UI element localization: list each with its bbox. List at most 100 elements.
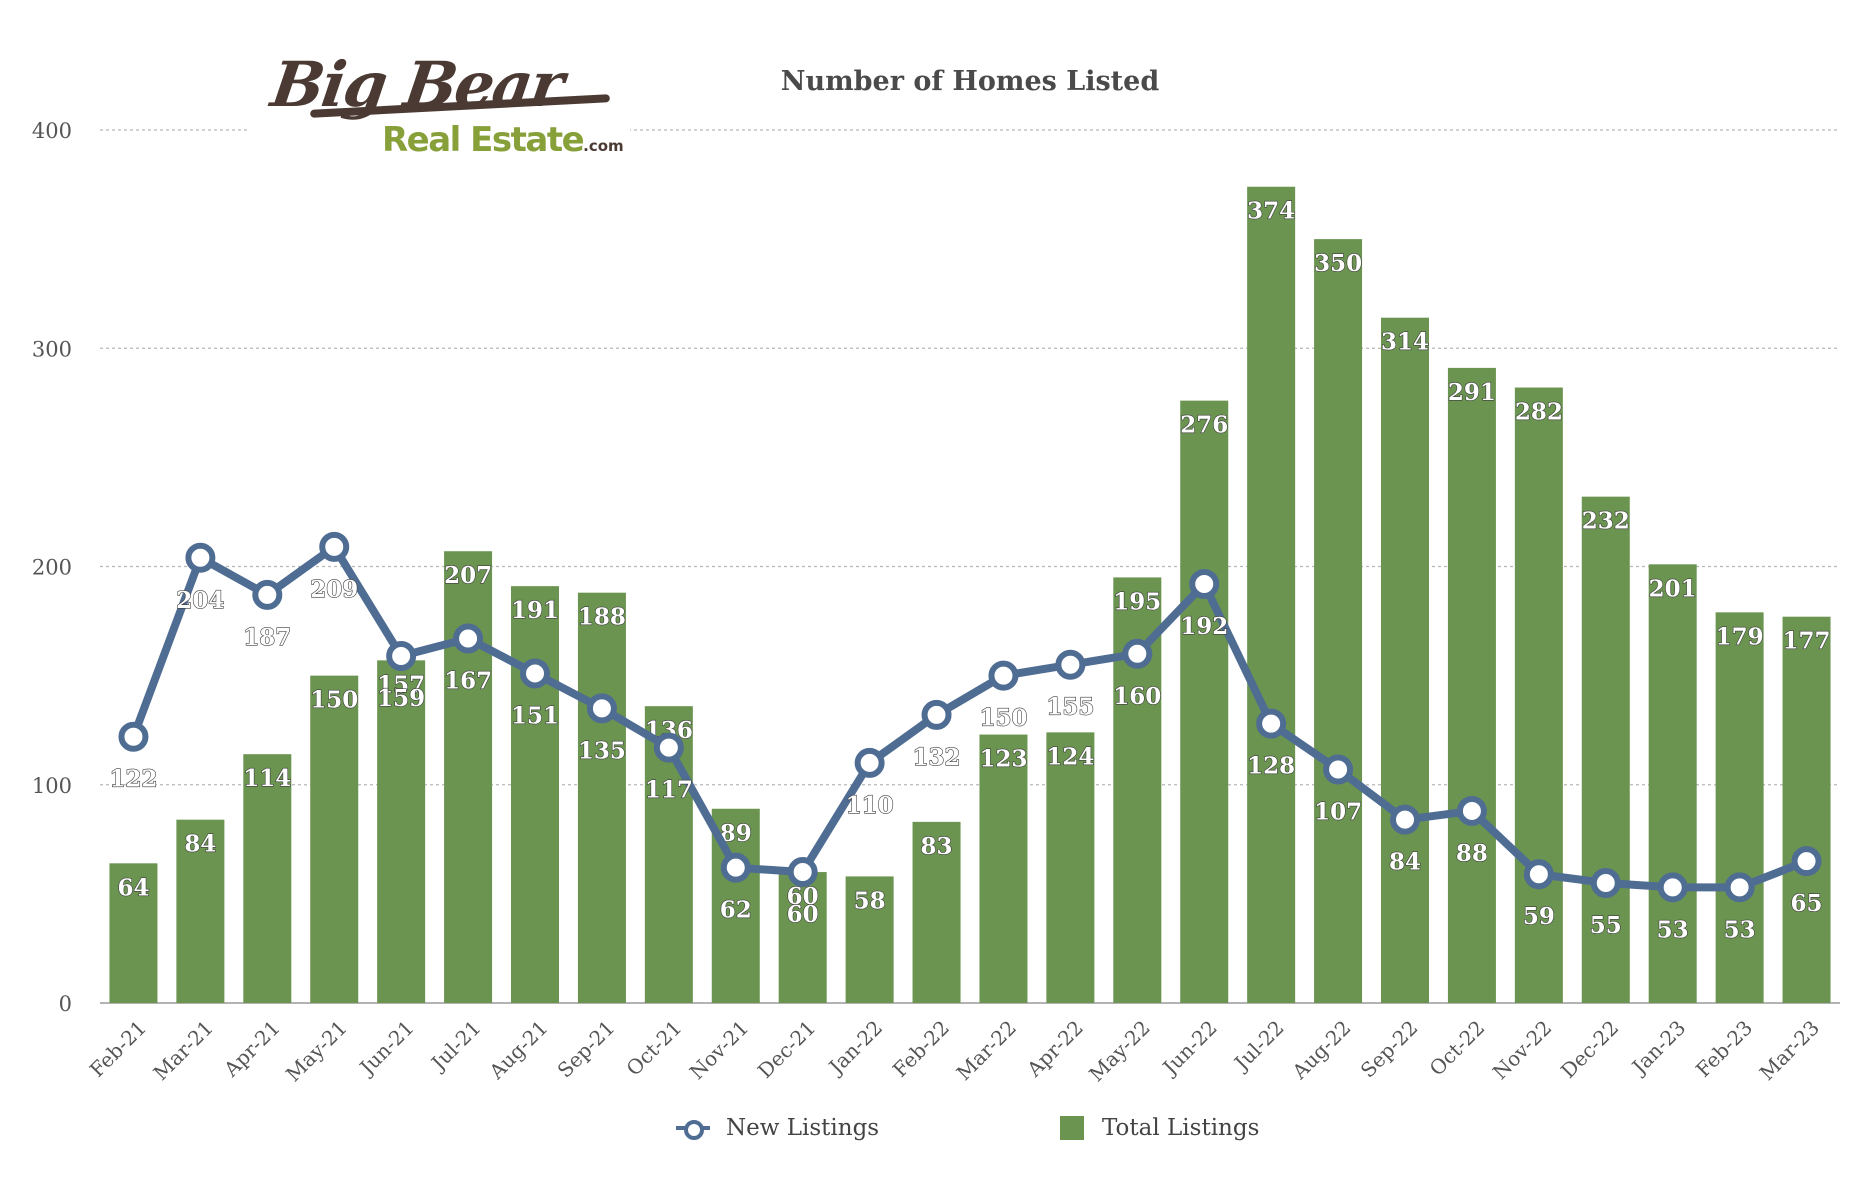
x-tick-label: May-22 <box>1084 1016 1155 1087</box>
bar-value-label: 188 <box>578 604 626 631</box>
bar-value-label: 60 <box>787 883 819 910</box>
legend-bar-swatch-icon <box>1060 1116 1084 1140</box>
x-tick-label: Apr-22 <box>1021 1016 1087 1082</box>
y-tick-label: 300 <box>32 337 72 361</box>
line-value-label: 159 <box>377 685 425 712</box>
line-point <box>787 857 818 888</box>
x-tick-label: Nov-22 <box>1488 1016 1557 1085</box>
logo-sub-text: Real Estate.com <box>382 120 624 160</box>
line-value-label: 132 <box>913 744 961 771</box>
line-value-label: 55 <box>1590 912 1622 939</box>
y-tick-label: 100 <box>32 774 72 798</box>
line-value-label: 60 <box>787 901 819 928</box>
line-point <box>1189 568 1220 599</box>
x-tick-label: Jul-21 <box>425 1016 485 1076</box>
line-value-label: 110 <box>846 792 894 819</box>
line-point <box>520 658 550 689</box>
x-tick-label: Oct-21 <box>621 1016 686 1081</box>
y-tick-label: 200 <box>32 556 72 580</box>
line-value-label: 65 <box>1791 890 1823 917</box>
line-point <box>988 660 1019 691</box>
bar-value-label: 179 <box>1716 623 1764 650</box>
line-value-label: 167 <box>444 668 492 695</box>
x-tick-label: Sep-21 <box>553 1016 620 1083</box>
chart-legend: New Listings Total Listings <box>0 1108 1870 1148</box>
line-point <box>1590 867 1621 898</box>
line-point <box>1323 754 1354 785</box>
x-tick-label: Nov-21 <box>685 1016 754 1085</box>
x-tick-label: Jan-22 <box>823 1016 887 1080</box>
bar <box>176 819 225 1003</box>
bar-value-label: 195 <box>1113 588 1161 615</box>
line-value-label: 53 <box>1724 916 1756 943</box>
bar <box>912 821 961 1003</box>
line-point <box>1122 638 1153 669</box>
x-tick-label: Feb-22 <box>888 1016 954 1082</box>
line-point <box>453 623 484 654</box>
line-value-label: 107 <box>1314 798 1362 825</box>
x-tick-label: Apr-21 <box>218 1016 284 1082</box>
bar <box>1715 612 1764 1003</box>
x-tick-label: May-21 <box>281 1016 352 1087</box>
bar <box>377 660 426 1003</box>
line-point <box>653 732 684 763</box>
x-tick-label: Jun-22 <box>1157 1016 1222 1081</box>
legend-label-new-listings: New Listings <box>726 1115 880 1141</box>
line-value-label: 53 <box>1657 916 1689 943</box>
line-value-label: 151 <box>511 702 559 729</box>
x-tick-label: Mar-21 <box>149 1016 218 1085</box>
legend-label-total-listings: Total Listings <box>1102 1115 1260 1141</box>
line-point <box>319 531 350 562</box>
bar-value-label: 374 <box>1247 198 1295 225</box>
bar-value-label: 314 <box>1381 329 1429 356</box>
x-tick-label: Jan-23 <box>1626 1016 1690 1080</box>
line-point <box>921 699 952 730</box>
bar-value-label: 291 <box>1448 379 1496 406</box>
x-tick-label: Feb-23 <box>1691 1016 1757 1082</box>
line-point <box>386 640 417 671</box>
bar-value-label: 64 <box>117 874 149 901</box>
line-point <box>1657 872 1688 903</box>
line-value-label: 150 <box>979 705 1027 732</box>
line-value-label: 128 <box>1247 753 1295 780</box>
bar <box>845 876 894 1003</box>
line-point <box>1256 708 1287 739</box>
line-value-label: 160 <box>1113 683 1161 710</box>
bar-value-label: 177 <box>1783 628 1831 655</box>
x-tick-label: Oct-22 <box>1425 1016 1490 1081</box>
bar-value-label: 114 <box>243 765 291 792</box>
bar <box>109 863 158 1003</box>
bar <box>1648 564 1697 1003</box>
bar <box>1514 387 1563 1003</box>
bar-value-label: 157 <box>377 671 425 698</box>
bar <box>1381 317 1429 1003</box>
bar <box>310 675 359 1003</box>
line-value-label: 84 <box>1389 849 1421 876</box>
x-tick-label: Dec-21 <box>753 1016 820 1083</box>
bar <box>1247 186 1296 1003</box>
line-point <box>1055 649 1086 680</box>
bar-value-label: 276 <box>1180 412 1228 439</box>
bar <box>1782 616 1831 1003</box>
line-value-label: 187 <box>243 624 291 651</box>
bar <box>1046 732 1095 1003</box>
line-point <box>118 721 149 752</box>
bar <box>778 872 827 1003</box>
line-point <box>185 542 216 573</box>
line-value-label: 192 <box>1180 613 1228 640</box>
chart-title: Number of Homes Listed <box>780 66 1160 97</box>
bar-value-label: 123 <box>979 746 1027 773</box>
line-value-label: 117 <box>645 777 693 804</box>
logo-com: .com <box>583 137 624 155</box>
line-point <box>1724 872 1755 903</box>
line-point <box>1390 804 1420 835</box>
line-value-label: 59 <box>1523 903 1555 930</box>
legend-line-marker-icon <box>676 1118 710 1140</box>
line-value-label: 155 <box>1046 694 1094 721</box>
x-tick-label: Dec-22 <box>1556 1016 1623 1083</box>
legend-item-new-listings: New Listings <box>676 1115 879 1141</box>
line-value-label: 88 <box>1456 840 1488 867</box>
line-value-label: 135 <box>578 737 626 764</box>
